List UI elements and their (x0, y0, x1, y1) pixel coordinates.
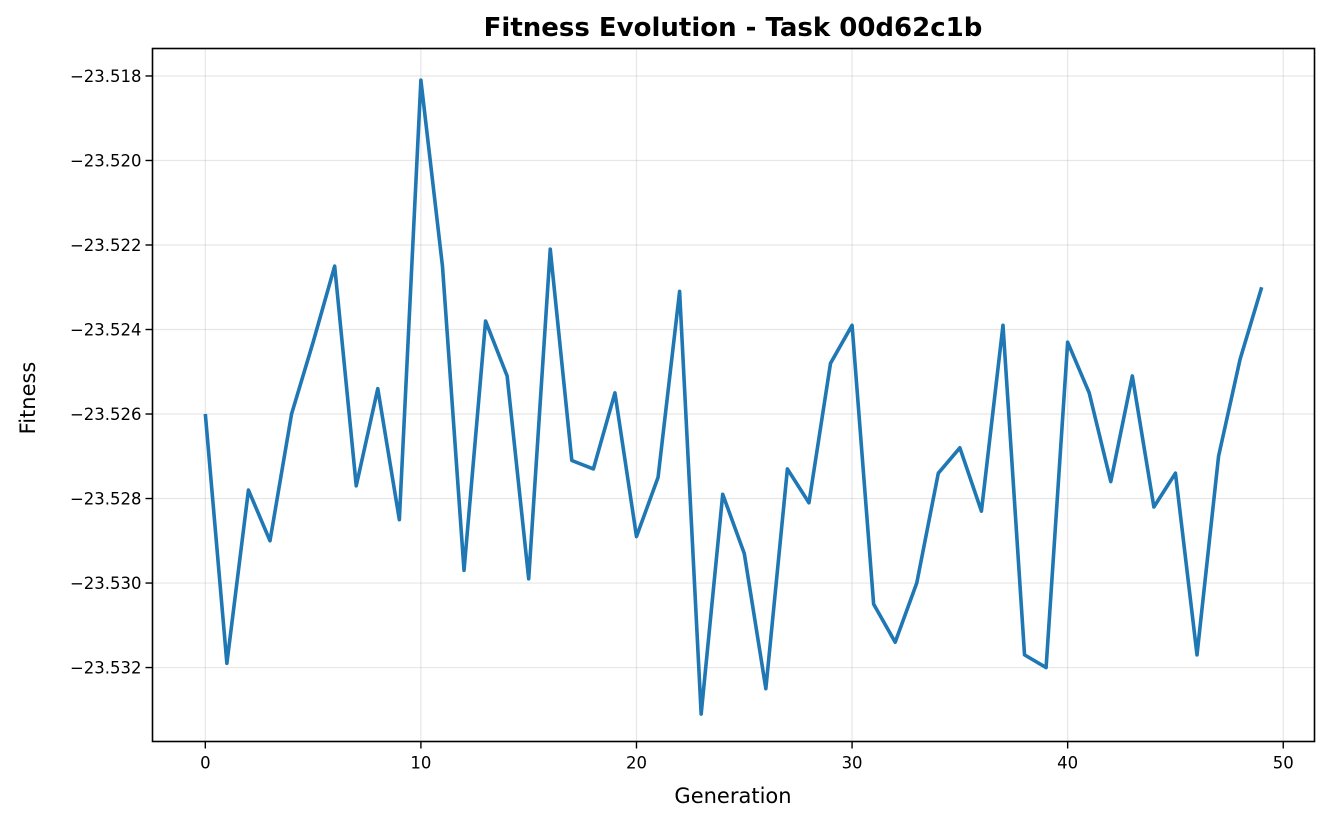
x-tick-label: 40 (1057, 754, 1078, 773)
x-tick-label: 50 (1273, 754, 1294, 773)
x-tick-label: 10 (410, 754, 431, 773)
grid-layer (152, 48, 1315, 742)
fitness-series-line (203, 78, 1264, 716)
y-axis-label: Fitness (16, 362, 40, 435)
x-tick-label: 0 (200, 754, 211, 773)
y-tick-label: −23.522 (70, 236, 142, 255)
tick-layer: 0 10 20 30 40 50 −23.518 −23.520 −23.522 −23.524 −… (70, 67, 1294, 773)
plot-frame (151, 47, 1316, 743)
y-tick-label: −23.530 (70, 574, 142, 593)
y-tick-label: −23.518 (70, 67, 142, 86)
y-tick-label: −23.532 (70, 659, 142, 678)
y-tick-label: −23.520 (70, 151, 142, 170)
chart-title: Fitness Evolution - Task 00d62c1b (484, 13, 983, 43)
x-axis-label: Generation (674, 784, 791, 808)
x-tick-label: 30 (842, 754, 863, 773)
y-tick-label: −23.524 (70, 321, 142, 340)
line-layer (203, 78, 1264, 716)
x-tick-label: 20 (626, 754, 647, 773)
y-tick-label: −23.528 (70, 490, 142, 509)
y-tick-label: −23.526 (70, 405, 142, 424)
